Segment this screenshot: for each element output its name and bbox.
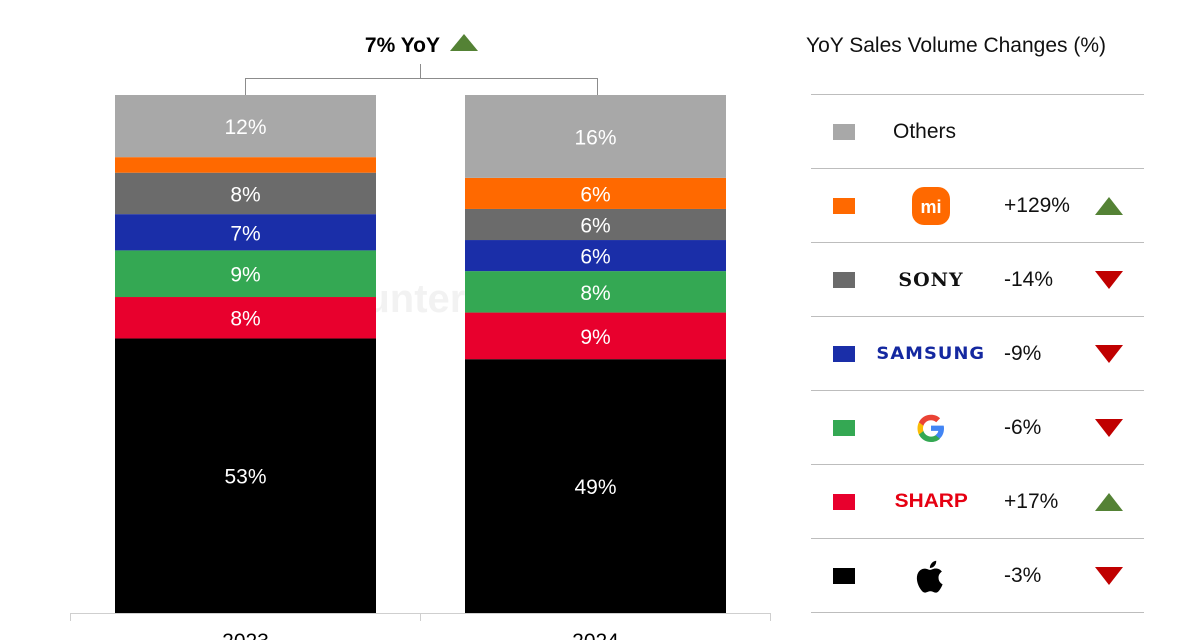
legend-row-xiaomi: mi +129% <box>811 169 1144 243</box>
bar-segment-others-2023 <box>115 95 376 158</box>
bar-segment-sony-2024 <box>465 208 726 241</box>
samsung-logo-icon: SAMSUNG <box>876 343 986 364</box>
data-label-sharp-2024: 9% <box>580 326 610 349</box>
yoy-label: 7% YoY <box>365 34 440 57</box>
bar-segment-samsung-2023 <box>115 214 376 251</box>
bar-segment-sharp-2024 <box>465 312 726 360</box>
legend-change-apple: -3% <box>1004 564 1042 587</box>
legend-swatch-apple <box>833 568 855 584</box>
sharp-logo-icon: SHARP <box>894 490 968 512</box>
x-tick-label-2023: 2023 <box>222 630 269 640</box>
down-arrow-icon <box>1094 343 1124 365</box>
google-logo-icon <box>881 391 981 464</box>
legend-row-samsung: SAMSUNG -9% <box>811 317 1144 391</box>
yoy-annotation: 7% YoY <box>245 34 598 95</box>
data-label-sharp-2023: 8% <box>230 308 260 331</box>
legend-change-google: -6% <box>1004 416 1042 439</box>
sony-logo-icon: SONY <box>898 268 964 291</box>
data-label-sony-2023: 8% <box>230 183 260 206</box>
data-label-xiaomi-2024: 6% <box>580 183 610 206</box>
x-tick-label-2024: 2024 <box>572 630 619 640</box>
up-arrow-icon <box>1094 195 1124 217</box>
legend-change-samsung: -9% <box>1004 342 1042 365</box>
legend: Others mi +129% SONY -14% SAMSUNG -9% -6% SHARP +… <box>811 94 1144 613</box>
legend-row-sony: SONY -14% <box>811 243 1144 317</box>
up-arrow-icon <box>1094 491 1124 513</box>
up-arrow-icon <box>450 34 478 51</box>
data-label-samsung-2024: 6% <box>580 246 610 269</box>
stacked-bar-chart: Counterpoint 53%8%9%7%8%12%49%9%8%6%6%6%… <box>70 34 771 640</box>
bar-segment-sharp-2023 <box>115 297 376 339</box>
legend-swatch-xiaomi <box>833 198 855 214</box>
data-label-others-2023: 12% <box>224 116 266 139</box>
legend-swatch-others <box>833 124 855 140</box>
legend-swatch-samsung <box>833 346 855 362</box>
bars: 53% 8% 9% 7% 8% 12% 49% 9% 8% 6% 6% 6% 16% <box>115 95 726 613</box>
bar-segment-samsung-2024 <box>465 240 726 272</box>
legend-title: YoY Sales Volume Changes (%) <box>806 34 1107 57</box>
legend-row-sharp: SHARP +17% <box>811 465 1144 539</box>
yoy-bracket <box>245 64 598 95</box>
data-label-google-2024: 8% <box>580 282 610 305</box>
bar-segment-sony-2023 <box>115 172 376 215</box>
bar-segment-xiaomi-2023 <box>115 157 376 173</box>
legend-row-others: Others <box>811 95 1144 169</box>
bar-segment-google-2023 <box>115 250 376 298</box>
legend-change-xiaomi: +129% <box>1004 194 1070 217</box>
data-label-sony-2024: 6% <box>580 215 610 238</box>
down-arrow-icon <box>1094 417 1124 439</box>
data-label-apple-2024: 49% <box>574 476 616 499</box>
legend-label-others: Others <box>893 120 957 143</box>
down-arrow-icon <box>1094 269 1124 291</box>
bar-segment-apple-2024 <box>465 359 726 613</box>
legend-swatch-sony <box>833 272 855 288</box>
legend-row-apple: -3% <box>811 539 1144 613</box>
legend-change-sharp: +17% <box>1004 490 1059 513</box>
legend-change-sony: -14% <box>1004 268 1054 291</box>
bar-segment-others-2024 <box>465 95 726 178</box>
data-label-google-2023: 9% <box>230 264 260 287</box>
legend-swatch-google <box>833 420 855 436</box>
data-label-samsung-2023: 7% <box>230 222 260 245</box>
bar-segment-apple-2023 <box>115 338 376 613</box>
data-label-others-2024: 16% <box>574 126 616 149</box>
xiaomi-logo-icon: mi <box>881 169 981 242</box>
legend-row-google: -6% <box>811 391 1144 465</box>
x-axis: 2023 2024 <box>70 613 771 640</box>
down-arrow-icon <box>1094 565 1124 587</box>
svg-text:mi: mi <box>920 197 941 217</box>
legend-swatch-sharp <box>833 494 855 510</box>
apple-logo-icon <box>881 539 981 612</box>
bar-segment-xiaomi-2024 <box>465 177 726 209</box>
bar-segment-google-2024 <box>465 271 726 313</box>
data-label-apple-2023: 53% <box>224 466 266 489</box>
